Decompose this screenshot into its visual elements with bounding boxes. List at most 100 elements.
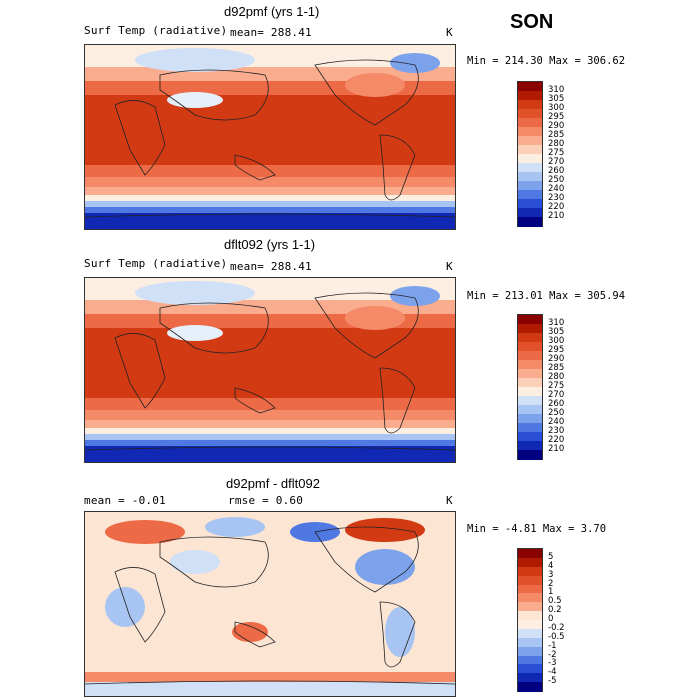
colorbar-label: 0 — [548, 614, 554, 624]
colorbar-label: 210 — [548, 444, 565, 454]
panel-2-minmax: Min = 213.01 Max = 305.94 — [467, 290, 626, 302]
colorbar-label: 300 — [548, 103, 565, 113]
colorbar-swatch — [518, 109, 542, 119]
colorbar-swatch — [518, 145, 542, 155]
panel-3-mean-label: mean = -0.01 — [84, 494, 166, 507]
colorbar-label: 250 — [548, 175, 565, 185]
panel-1-map-graphic — [85, 45, 455, 229]
panel-2-title: dflt092 (yrs 1-1) — [224, 237, 316, 252]
colorbar-label: 240 — [548, 184, 565, 194]
colorbar-label: -2 — [548, 649, 557, 660]
colorbar-label: 5 — [548, 551, 554, 562]
colorbar-swatch — [518, 646, 542, 656]
colorbar-label: -5 — [548, 676, 557, 687]
colorbar-swatch — [518, 549, 542, 559]
colorbar-label: 290 — [548, 121, 565, 131]
colorbar-swatch — [518, 181, 542, 191]
panel-2-mean-label: mean= 288.41 — [230, 260, 312, 273]
colorbar-label: 220 — [548, 202, 565, 212]
colorbar-label: 305 — [548, 327, 565, 337]
panel-3-minmax: Min = -4.81 Max = 3.70 — [467, 523, 607, 535]
colorbar-swatch — [518, 333, 542, 343]
colorbar-label: 2 — [548, 578, 554, 589]
colorbar-swatch — [518, 655, 542, 665]
colorbar-label: 270 — [548, 157, 565, 167]
colorbar-swatch — [518, 423, 542, 433]
colorbar-swatch — [518, 127, 542, 137]
colorbar-swatch — [518, 450, 542, 460]
colorbar-swatch — [518, 566, 542, 577]
colorbar-swatch — [518, 557, 542, 568]
colorbar-swatch — [518, 163, 542, 173]
colorbar-swatch — [518, 351, 542, 361]
colorbar-swatch — [518, 315, 542, 325]
colorbar-label: 0.5 — [548, 596, 562, 607]
colorbar-swatch — [518, 217, 542, 227]
colorbar-label: -0.5 — [548, 631, 565, 642]
colorbar-swatch — [518, 82, 542, 92]
panel-3-map-graphic — [85, 512, 455, 696]
colorbar-label: 310 — [548, 318, 565, 328]
colorbar-label: 275 — [548, 381, 565, 391]
panel-3-units: K — [446, 494, 453, 507]
colorbar-label: 240 — [548, 417, 565, 427]
colorbar-swatch — [518, 396, 542, 406]
colorbar-label: -1 — [548, 640, 557, 651]
panel-1-title: d92pmf (yrs 1-1) — [224, 4, 320, 19]
colorbar-swatch — [518, 118, 542, 128]
panel-1-colorbar: 310 305 300 295 290 285 280 275 270 260 250 240 230 2… — [517, 81, 564, 227]
colorbar-swatch — [518, 360, 542, 370]
colorbar-swatch — [518, 673, 542, 683]
colorbar-swatch — [518, 441, 542, 451]
panel-2-units: K — [446, 260, 453, 273]
colorbar-swatch — [518, 91, 542, 101]
colorbar-label: 210 — [548, 211, 565, 221]
colorbar-swatch — [518, 575, 542, 585]
panel-1-units: K — [446, 26, 453, 39]
colorbar-swatch — [518, 628, 542, 639]
colorbar-swatch — [518, 611, 542, 621]
colorbar-label: 280 — [548, 372, 565, 382]
colorbar-label: -0.2 — [548, 622, 565, 633]
colorbar-swatch — [518, 387, 542, 397]
colorbar-swatch — [518, 637, 542, 648]
colorbar-label: 300 — [548, 336, 565, 346]
panel-2-colorbar: 310 305 300 295 290 285 280 275 270 260 250 240 230 2… — [517, 314, 564, 460]
colorbar-swatch — [518, 190, 542, 200]
colorbar-label: 285 — [548, 363, 565, 373]
colorbar-label: 250 — [548, 408, 565, 418]
colorbar-swatch — [518, 100, 542, 110]
colorbar-swatch — [518, 405, 542, 415]
colorbar-label: 220 — [548, 435, 565, 445]
colorbar-swatch — [518, 602, 542, 612]
colorbar-swatch — [518, 324, 542, 334]
colorbar-swatch — [518, 154, 542, 164]
colorbar-swatch — [518, 664, 542, 674]
panel-2-map-graphic — [85, 278, 455, 462]
colorbar-swatch — [518, 342, 542, 352]
panel-2-variable-label: Surf Temp (radiative) — [84, 257, 228, 270]
colorbar-label: 310 — [548, 85, 565, 95]
colorbar-swatch — [518, 378, 542, 388]
colorbar-swatch — [518, 682, 542, 692]
colorbar-label: 260 — [548, 399, 565, 409]
colorbar-label: 275 — [548, 148, 565, 158]
colorbar-swatch — [518, 432, 542, 442]
colorbar-label: 295 — [548, 112, 565, 122]
colorbar-label: 260 — [548, 166, 565, 176]
colorbar-swatch — [518, 199, 542, 209]
colorbar-label: 230 — [548, 193, 565, 203]
colorbar-label: 3 — [548, 569, 554, 580]
panel-1-mean-label: mean= 288.41 — [230, 26, 312, 39]
colorbar-label: 305 — [548, 94, 565, 104]
colorbar-label: -3 — [548, 658, 557, 669]
panel-3-map — [84, 511, 456, 697]
colorbar-label: 295 — [548, 345, 565, 355]
colorbar-swatch — [518, 593, 542, 603]
panel-2-map — [84, 277, 456, 463]
panel-1-variable-label: Surf Temp (radiative) — [84, 24, 228, 37]
colorbar-swatch — [518, 172, 542, 182]
colorbar-swatch — [518, 584, 542, 594]
colorbar-label: 1 — [548, 587, 554, 598]
colorbar-swatch — [518, 208, 542, 218]
